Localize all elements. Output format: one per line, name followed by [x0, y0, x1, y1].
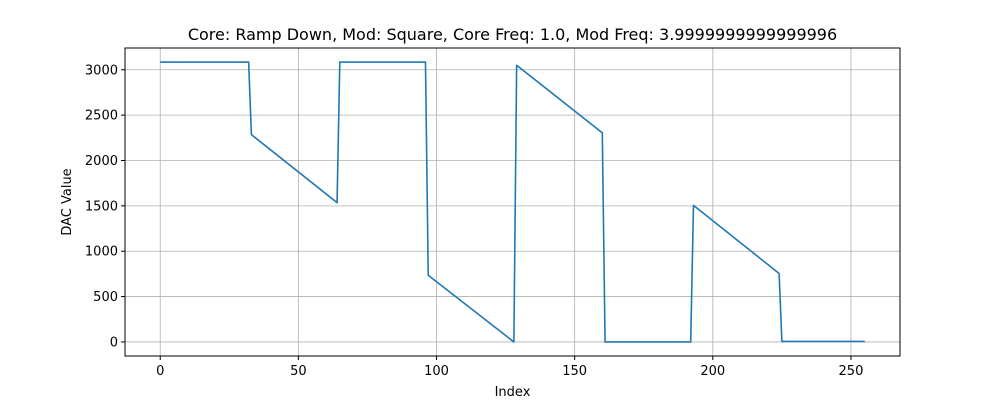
x-tick-label: 50 — [290, 364, 307, 379]
y-tick-label: 0 — [110, 335, 118, 350]
x-tick-label: 250 — [839, 364, 864, 379]
y-tick-label: 1000 — [85, 245, 118, 260]
y-tick-label: 1500 — [85, 199, 118, 214]
chart-title: Core: Ramp Down, Mod: Square, Core Freq:… — [188, 25, 837, 44]
y-axis-label: DAC Value — [60, 168, 75, 235]
x-tick-label: 100 — [424, 364, 449, 379]
x-tick-label: 0 — [156, 364, 164, 379]
series-layer — [160, 61, 865, 343]
y-axis: 0 500 1000 1500 2000 2500 3000 — [85, 63, 125, 350]
x-axis-label: Index — [495, 385, 531, 400]
grid — [125, 48, 900, 356]
y-tick-label: 3000 — [85, 63, 118, 78]
y-tick-label: 2000 — [85, 154, 118, 169]
y-tick-label: 500 — [93, 290, 118, 305]
series-line — [160, 61, 865, 343]
x-axis: 0 50 100 150 200 250 — [156, 356, 863, 379]
x-tick-label: 150 — [562, 364, 587, 379]
x-tick-label: 200 — [700, 364, 725, 379]
y-tick-label: 2500 — [85, 109, 118, 124]
plot-frame — [124, 47, 901, 357]
